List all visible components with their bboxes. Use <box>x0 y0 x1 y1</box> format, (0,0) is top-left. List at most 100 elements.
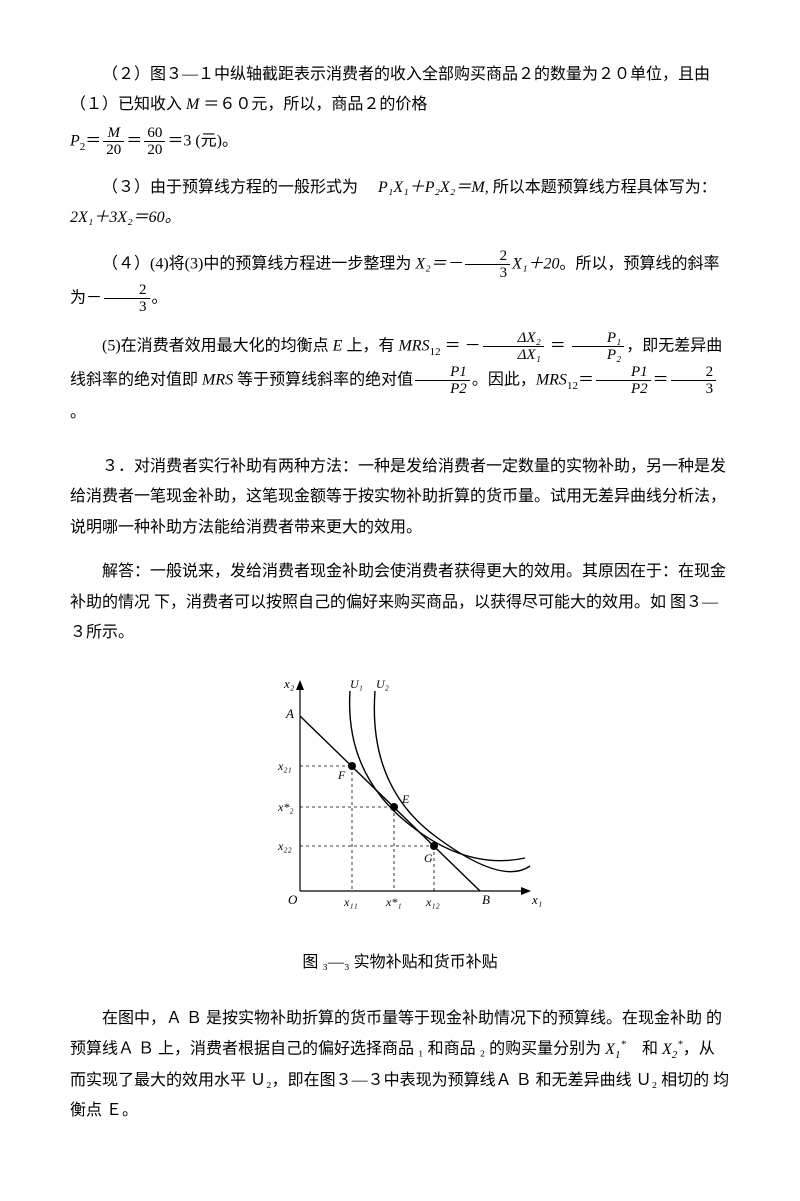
frac-num-2: 60 <box>144 125 165 143</box>
p2d: P₂ <box>572 347 624 364</box>
frac-60-20: 6020 <box>144 125 165 159</box>
p4a: （４）(4)将(3)中的预算线方程进一步整理为 <box>102 255 415 272</box>
frac-p1p2-txt2: P1P2 <box>596 364 651 398</box>
X1plus: X₁＋20 <box>512 255 559 272</box>
x-arrow <box>521 887 531 895</box>
p5e: 。 <box>70 404 86 421</box>
frac-23-b: 23 <box>104 282 150 316</box>
P-sym: P <box>70 132 80 149</box>
neg2: － <box>465 337 481 354</box>
n23a: 2 <box>465 248 511 266</box>
p1n: P₁ <box>572 330 624 348</box>
frac-M-20: M20 <box>103 125 124 159</box>
lbl-U2: U₂ <box>376 677 389 691</box>
p4-line1: （４）(4)将(3)中的预算线方程进一步整理为 X₂＝－23X₁＋20。所以，预… <box>70 248 730 316</box>
lbl-G: G <box>424 851 433 865</box>
frac-p1p2-txt: P1P2 <box>415 364 470 398</box>
figure-caption: 图 ₃—₃ 实物补贴和货币补贴 <box>70 948 730 978</box>
E-pt: E <box>333 337 343 354</box>
budget-line <box>300 716 480 891</box>
p2-text-b: ＝６０元，所以，商品２的价格 <box>203 96 427 113</box>
p3a: （３）由于预算线方程的一般形式为 <box>102 179 374 196</box>
p5d: 。因此， <box>472 371 536 388</box>
dx1: ΔX₁ <box>483 347 544 364</box>
lbl-x11: x₁₁ <box>343 895 358 909</box>
answer-block: 解答：一般说来，发给消费者现金补助会使消费者获得更大的效用。其原因在于：在现金补… <box>70 557 730 648</box>
eq5d: ＝ <box>653 371 669 388</box>
lbl-x2star: x*₂ <box>277 800 294 814</box>
neg-sign: － <box>86 289 102 306</box>
p5-line1: (5)在消费者效用最大化的均衡点 E 上，有 MRS12 ＝ －ΔX₂ΔX₁ ＝… <box>70 330 730 428</box>
p3b: 所以本题预算线方程具体写为： <box>493 179 717 196</box>
lbl-x1star: x*₁ <box>385 895 402 909</box>
mrs-plain: MRS <box>202 371 233 388</box>
lbl-x21: x₂₁ <box>277 759 292 773</box>
figure-svg: x₂ x₁ A B O U₁ U₂ F E G x₂₁ x*₂ x₂₂ x₁₁ … <box>250 666 550 926</box>
p1txt: P1 <box>415 364 470 382</box>
lbl-x1: x₁ <box>531 892 542 907</box>
frac-23-c: 23 <box>671 364 717 398</box>
p2-tail: ＝3 (元)。 <box>167 132 238 149</box>
lbl-F: F <box>337 768 346 782</box>
paragraph-2: （２）图３—１中纵轴截距表示消费者的收入全部购买商品２的数量为２０单位，且由（１… <box>70 60 730 159</box>
p4c: 。 <box>152 289 168 306</box>
point-E <box>390 803 398 811</box>
n23b: 2 <box>104 282 150 300</box>
frac-den-1: 20 <box>103 142 124 159</box>
question-3: ３．对消费者实行补助有两种方法：一种是发给消费者一定数量的实物补助，另一种是发给… <box>70 452 730 543</box>
eq5a: ＝ <box>441 337 465 354</box>
d23b: 3 <box>104 299 150 316</box>
frac-num-1: M <box>103 125 124 143</box>
X2eq: X₂＝－ <box>415 255 462 272</box>
lbl-x12: x₁₂ <box>425 895 440 909</box>
mrs-sub: 12 <box>430 345 441 357</box>
d23a: 3 <box>465 265 511 282</box>
paragraph-4: （４）(4)将(3)中的预算线方程进一步整理为 X₂＝－23X₁＋20。所以，预… <box>70 248 730 316</box>
q3-text: ３．对消费者实行补助有两种方法：一种是发给消费者一定数量的实物补助，另一种是发给… <box>70 452 730 543</box>
x2star: X2* <box>662 1041 683 1058</box>
lbl-U1: U₁ <box>350 677 363 691</box>
d23c: 3 <box>671 381 717 398</box>
lbl-E: E <box>401 792 410 806</box>
x1star: X1* <box>605 1041 626 1058</box>
paragraph-3: （３）由于预算线方程的一般形式为 P₁X₁＋P₂X₂＝M, 所以本题预算线方程具… <box>70 173 730 234</box>
p5a2: 上，有 <box>342 337 398 354</box>
curve-u2 <box>374 691 530 872</box>
lbl-B: B <box>482 892 490 907</box>
answer-text: 解答：一般说来，发给消费者现金补助会使消费者获得更大的效用。其原因在于：在现金补… <box>70 557 730 648</box>
p1txt2: P1 <box>596 364 651 382</box>
final-paragraph: 在图中，Ａ Ｂ 是按实物补助折算的货币量等于现金补助情况下的预算线。在现金补助 … <box>70 1004 730 1127</box>
p2txt2: P2 <box>596 381 651 398</box>
curve-u1 <box>350 691 525 861</box>
p2-eq-line: P2＝M20＝6020＝3 (元)。 <box>70 125 730 159</box>
mrs-sym: MRS <box>398 337 429 354</box>
frac-p1p2: P₁P₂ <box>572 330 624 364</box>
M-symbol: M <box>186 96 199 113</box>
final-text: 在图中，Ａ Ｂ 是按实物补助折算的货币量等于现金补助情况下的预算线。在现金补助 … <box>70 1004 730 1127</box>
point-G <box>430 842 438 850</box>
point-F <box>348 762 356 770</box>
p5c: 等于预算线斜率的绝对值 <box>233 371 413 388</box>
eq5c: ＝ <box>578 371 594 388</box>
figure-3-3: x₂ x₁ A B O U₁ U₂ F E G x₂₁ x*₂ x₂₂ x₁₁ … <box>70 666 730 937</box>
p2-line1: （２）图３—１中纵轴截距表示消费者的收入全部购买商品２的数量为２０单位，且由（１… <box>70 60 730 121</box>
dx2: ΔX₂ <box>483 330 544 348</box>
paragraph-5: (5)在消费者效用最大化的均衡点 E 上，有 MRS12 ＝ －ΔX₂ΔX₁ ＝… <box>70 330 730 428</box>
p3-line: （３）由于预算线方程的一般形式为 P₁X₁＋P₂X₂＝M, 所以本题预算线方程具… <box>70 173 730 234</box>
y-arrow <box>296 680 304 690</box>
n23c: 2 <box>671 364 717 382</box>
frac-dx: ΔX₂ΔX₁ <box>483 330 544 364</box>
frac-23-a: 23 <box>465 248 511 282</box>
p5a: (5)在消费者效用最大化的均衡点 <box>102 337 333 354</box>
fp-and: 和 <box>626 1041 662 1058</box>
lbl-x22: x₂₂ <box>277 839 292 853</box>
eq3-general: P₁X₁＋P₂X₂＝M, <box>378 179 489 196</box>
mrs-sub2: 12 <box>567 379 578 391</box>
mrs-sym2: MRS <box>536 371 567 388</box>
p2txt: P2 <box>415 381 470 398</box>
lbl-x2: x₂ <box>283 676 295 691</box>
eq1: ＝ <box>85 132 101 149</box>
eq1b: ＝ <box>126 132 142 149</box>
eq3-specific: 2X₁＋3X₂＝60。 <box>70 209 181 226</box>
lbl-O: O <box>288 892 298 907</box>
